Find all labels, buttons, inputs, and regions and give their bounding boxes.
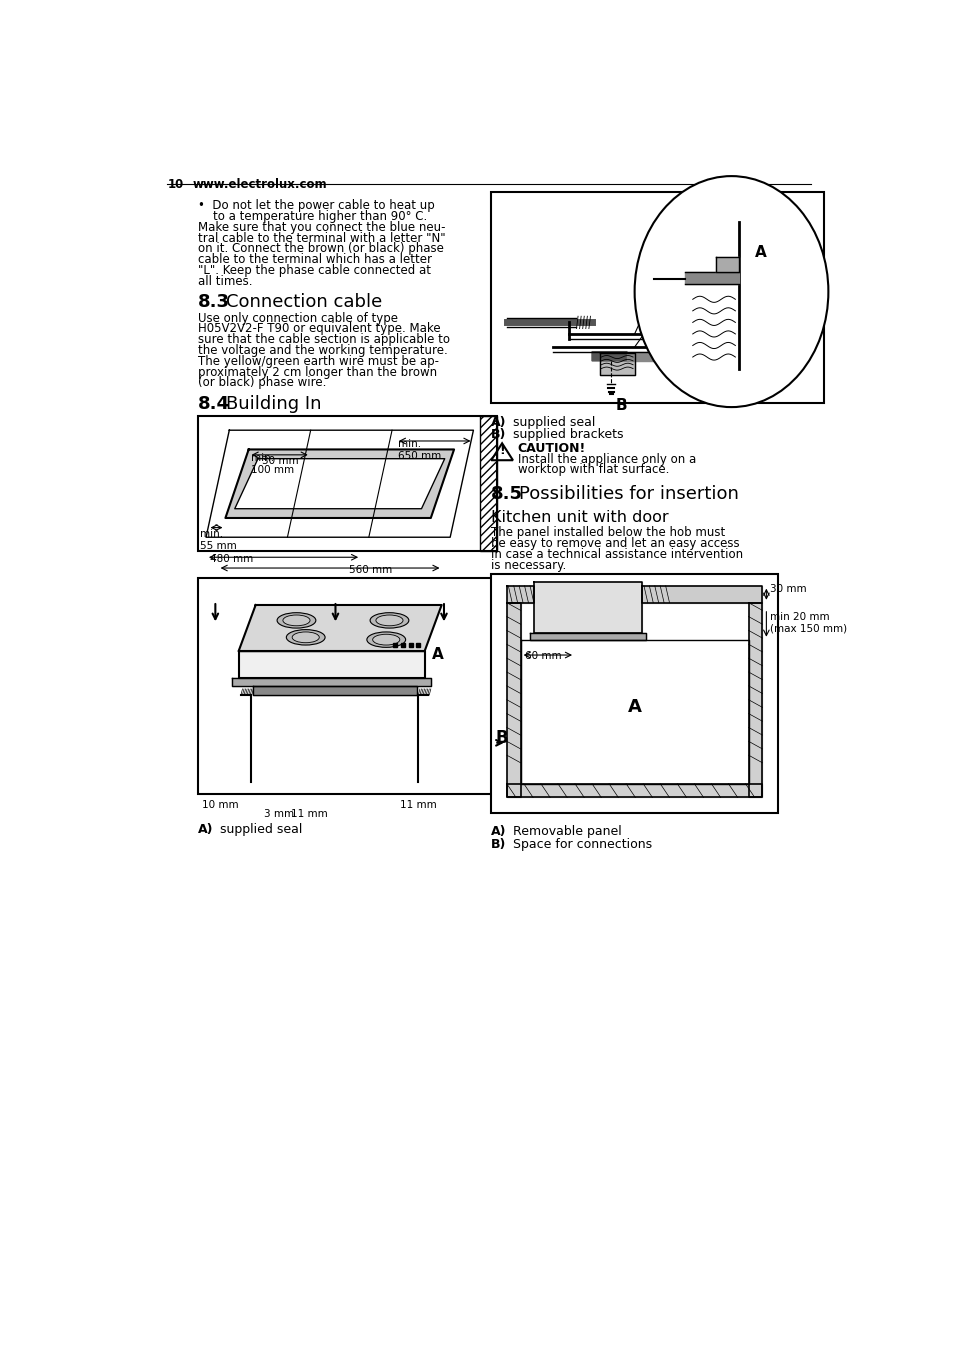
- Text: all times.: all times.: [198, 274, 253, 288]
- Text: www.electrolux.com: www.electrolux.com: [192, 177, 326, 191]
- Text: 10 mm: 10 mm: [202, 800, 238, 810]
- Text: A: A: [754, 246, 765, 261]
- Text: supplied seal: supplied seal: [212, 823, 302, 836]
- Text: B: B: [495, 729, 507, 748]
- Text: A): A): [491, 415, 506, 429]
- Polygon shape: [684, 272, 739, 284]
- Text: 8.3: 8.3: [198, 293, 230, 311]
- Text: sure that the cable section is applicable to: sure that the cable section is applicabl…: [198, 333, 450, 346]
- Polygon shape: [716, 257, 739, 272]
- Text: A): A): [491, 825, 506, 838]
- Text: B): B): [491, 837, 506, 850]
- Text: Install the appliance only on a: Install the appliance only on a: [517, 453, 695, 465]
- Text: 60 mm: 60 mm: [524, 652, 560, 661]
- Text: min.
650 mm: min. 650 mm: [397, 439, 441, 461]
- Text: proximately 2 cm longer than the brown: proximately 2 cm longer than the brown: [198, 365, 437, 379]
- Text: !: !: [498, 445, 504, 457]
- Polygon shape: [626, 352, 654, 361]
- Text: •  Do not let the power cable to heat up: • Do not let the power cable to heat up: [198, 199, 435, 212]
- Text: in case a technical assistance intervention: in case a technical assistance intervent…: [491, 548, 742, 561]
- Polygon shape: [233, 679, 431, 685]
- Text: Building In: Building In: [226, 395, 321, 412]
- Polygon shape: [641, 585, 761, 603]
- Text: to a temperature higher than 90° C.: to a temperature higher than 90° C.: [198, 210, 427, 223]
- Text: The yellow/green earth wire must be ap-: The yellow/green earth wire must be ap-: [198, 354, 438, 368]
- Ellipse shape: [375, 615, 402, 626]
- Text: 3 mm: 3 mm: [264, 808, 294, 819]
- Text: Use only connection cable of type: Use only connection cable of type: [198, 311, 398, 324]
- Text: cable to the terminal which has a letter: cable to the terminal which has a letter: [198, 253, 432, 266]
- Text: (or black) phase wire.: (or black) phase wire.: [198, 376, 326, 389]
- Text: 8.5: 8.5: [491, 485, 522, 503]
- Text: A: A: [432, 648, 444, 662]
- Polygon shape: [534, 581, 641, 634]
- Text: min 20 mm
(max 150 mm): min 20 mm (max 150 mm): [769, 612, 846, 634]
- Polygon shape: [592, 352, 630, 361]
- Polygon shape: [238, 604, 441, 652]
- Polygon shape: [506, 784, 761, 798]
- Text: The panel installed below the hob must: The panel installed below the hob must: [491, 526, 724, 539]
- Polygon shape: [253, 685, 416, 695]
- Text: tral cable to the terminal with a letter "N": tral cable to the terminal with a letter…: [198, 231, 445, 245]
- Text: CAUTION!: CAUTION!: [517, 442, 585, 454]
- Text: B): B): [491, 427, 506, 441]
- Bar: [479, 416, 497, 552]
- Text: Space for connections: Space for connections: [505, 837, 652, 850]
- Text: 11 mm: 11 mm: [399, 800, 436, 810]
- Ellipse shape: [373, 634, 399, 645]
- Bar: [198, 416, 497, 552]
- Polygon shape: [234, 458, 444, 508]
- Text: H05V2V2-F T90 or equivalent type. Make: H05V2V2-F T90 or equivalent type. Make: [198, 322, 440, 335]
- Polygon shape: [530, 634, 645, 639]
- Text: worktop with flat surface.: worktop with flat surface.: [517, 464, 668, 476]
- Ellipse shape: [634, 176, 827, 407]
- Text: Connection cable: Connection cable: [226, 293, 382, 311]
- Polygon shape: [238, 652, 424, 679]
- Bar: [491, 575, 778, 813]
- Bar: [491, 192, 823, 403]
- Bar: [198, 579, 497, 794]
- Text: min.
100 mm: min. 100 mm: [251, 453, 294, 475]
- Text: 560 mm: 560 mm: [349, 565, 393, 575]
- Text: "L". Keep the phase cable connected at: "L". Keep the phase cable connected at: [198, 264, 431, 277]
- Text: B: B: [615, 397, 626, 412]
- Text: 480 mm: 480 mm: [210, 554, 253, 564]
- Text: supplied brackets: supplied brackets: [505, 427, 623, 441]
- Ellipse shape: [367, 631, 405, 648]
- Text: the voltage and the working temperature.: the voltage and the working temperature.: [198, 343, 448, 357]
- Polygon shape: [599, 353, 634, 375]
- Polygon shape: [506, 603, 520, 798]
- Ellipse shape: [283, 615, 310, 626]
- Ellipse shape: [286, 630, 325, 645]
- Text: Kitchen unit with door: Kitchen unit with door: [491, 510, 668, 525]
- Text: 11 mm: 11 mm: [291, 808, 328, 819]
- Ellipse shape: [292, 631, 319, 642]
- Text: Removable panel: Removable panel: [505, 825, 621, 838]
- Text: 30 mm: 30 mm: [261, 457, 298, 466]
- Text: min.
55 mm: min. 55 mm: [199, 529, 236, 550]
- Polygon shape: [225, 449, 454, 518]
- Ellipse shape: [370, 612, 409, 629]
- Text: 10: 10: [167, 177, 183, 191]
- Text: A): A): [198, 823, 213, 836]
- Text: Make sure that you connect the blue neu-: Make sure that you connect the blue neu-: [198, 220, 445, 234]
- Text: is necessary.: is necessary.: [491, 558, 566, 572]
- Text: supplied seal: supplied seal: [505, 415, 595, 429]
- Text: be easy to remove and let an easy access: be easy to remove and let an easy access: [491, 537, 740, 550]
- Polygon shape: [748, 603, 761, 798]
- Ellipse shape: [276, 612, 315, 629]
- Text: 30 mm: 30 mm: [769, 584, 806, 594]
- Text: 8.4: 8.4: [198, 395, 230, 412]
- Text: Possibilities for insertion: Possibilities for insertion: [518, 485, 739, 503]
- Text: A: A: [627, 699, 640, 717]
- Text: on it. Connect the brown (or black) phase: on it. Connect the brown (or black) phas…: [198, 242, 444, 256]
- Polygon shape: [506, 585, 534, 603]
